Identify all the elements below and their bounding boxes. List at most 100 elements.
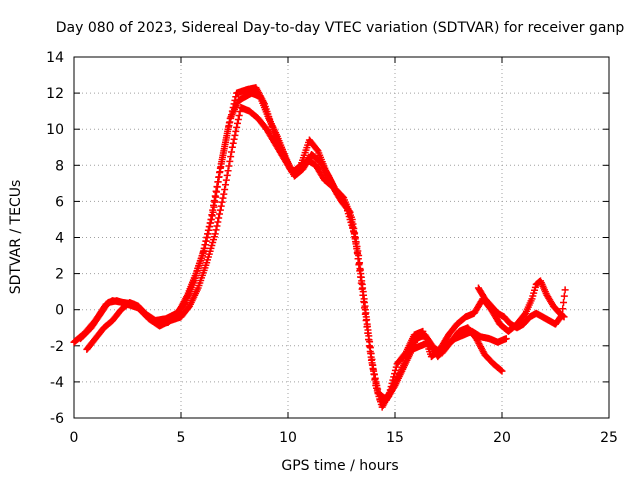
data-point xyxy=(221,140,229,148)
series-track-3 xyxy=(83,89,568,404)
data-point xyxy=(366,338,374,346)
data-point xyxy=(374,389,382,397)
data-point xyxy=(390,373,398,381)
y-tick-label: 10 xyxy=(46,122,64,138)
data-point xyxy=(353,245,361,253)
data-point xyxy=(219,194,227,202)
data-point xyxy=(357,270,365,278)
data-point xyxy=(233,123,241,131)
data-point xyxy=(224,167,232,175)
data-point xyxy=(225,119,233,127)
y-tick-label: -6 xyxy=(50,411,64,427)
data-point xyxy=(374,385,382,393)
data-point xyxy=(213,183,221,191)
data-point xyxy=(217,202,225,210)
data-point xyxy=(350,230,358,238)
x-tick-label: 5 xyxy=(177,430,186,446)
x-tick-label: 25 xyxy=(600,430,618,446)
y-tick-label: 4 xyxy=(55,231,64,247)
data-point xyxy=(385,392,393,400)
data-point xyxy=(228,143,236,151)
data-point xyxy=(213,188,221,196)
data-point xyxy=(233,119,241,127)
data-point xyxy=(219,153,227,161)
data-point xyxy=(359,284,367,292)
data-point xyxy=(369,361,377,369)
axes: 0 5 10 15 20 25 -6 -4 -2 0 2 4 6 8 10 12 14 xyxy=(46,50,618,446)
x-tick-label: 15 xyxy=(386,430,404,446)
data-point xyxy=(358,277,366,285)
data-point xyxy=(355,260,363,268)
data-point xyxy=(220,190,228,198)
data-point xyxy=(227,153,235,161)
data-point xyxy=(222,176,230,184)
data-point xyxy=(226,157,234,165)
data-point xyxy=(225,162,233,170)
data-point xyxy=(231,131,239,139)
y-tick-label: 12 xyxy=(46,86,64,102)
data-point xyxy=(232,127,240,135)
data-point xyxy=(206,223,214,231)
data-point xyxy=(213,222,221,230)
data-point xyxy=(391,366,399,374)
data-point xyxy=(354,250,362,258)
data-point xyxy=(202,237,210,245)
data-point xyxy=(361,306,369,314)
data-point xyxy=(220,145,228,153)
y-tick-label: 2 xyxy=(55,267,64,283)
data-point xyxy=(370,367,378,375)
data-point xyxy=(352,240,360,248)
x-tick-label: 0 xyxy=(70,430,79,446)
data-point xyxy=(205,226,213,234)
data-point xyxy=(219,149,227,157)
data-point xyxy=(387,383,395,391)
data-point xyxy=(341,200,349,208)
data-point xyxy=(557,312,565,320)
chart-title: Day 080 of 2023, Sidereal Day-to-day VTE… xyxy=(56,20,625,36)
data-point xyxy=(371,374,379,382)
data-point xyxy=(211,230,219,238)
data-point xyxy=(222,136,230,144)
data-point xyxy=(559,305,567,313)
data-point xyxy=(218,158,226,166)
data-point xyxy=(360,298,368,306)
data-point xyxy=(209,208,217,216)
data-point xyxy=(368,355,376,363)
data-point xyxy=(212,193,220,201)
data-point xyxy=(498,367,506,375)
x-tick-label: 10 xyxy=(279,430,297,446)
data-point xyxy=(388,379,396,387)
data-point xyxy=(386,386,394,394)
data-point xyxy=(364,326,372,334)
data-point xyxy=(385,389,393,397)
data-point xyxy=(363,320,371,328)
data-point xyxy=(216,168,224,176)
y-tick-label: 14 xyxy=(46,50,64,66)
data-point xyxy=(372,378,380,386)
data-point xyxy=(216,206,224,214)
data-point xyxy=(215,173,223,181)
data-point xyxy=(365,332,373,340)
data-point xyxy=(203,234,211,241)
data-point xyxy=(366,344,374,352)
data-point xyxy=(222,181,230,189)
data-point xyxy=(561,286,569,294)
data-point xyxy=(356,265,364,273)
data-point xyxy=(351,235,359,243)
data-point xyxy=(210,203,218,211)
data-point xyxy=(354,255,362,263)
y-tick-label: 0 xyxy=(55,303,64,319)
data-point xyxy=(225,123,233,131)
data-point xyxy=(201,244,209,252)
data-point xyxy=(360,291,368,299)
x-tick-label: 20 xyxy=(493,430,511,446)
series-track-2 xyxy=(76,104,510,404)
data-point xyxy=(502,335,510,343)
data-point xyxy=(560,292,568,300)
data-point xyxy=(232,93,240,101)
y-axis-label: SDTVAR / TECUs xyxy=(8,180,24,295)
data-point xyxy=(207,219,215,227)
y-tick-label: -4 xyxy=(50,375,64,391)
data-point xyxy=(216,210,224,218)
data-point xyxy=(218,198,226,206)
